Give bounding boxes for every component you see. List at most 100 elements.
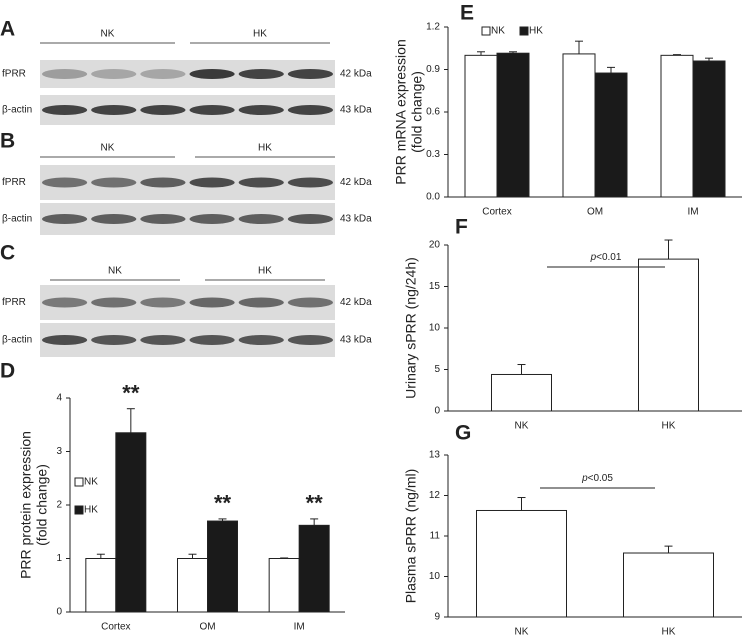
group-label: HK (253, 29, 267, 40)
x-tick-label: IM (294, 622, 305, 633)
error-bar (126, 408, 135, 433)
y-tick-label: 12 (429, 490, 441, 501)
y-tick-label: 0 (434, 406, 440, 417)
significance-value: <0.05 (588, 473, 614, 484)
blot-band (41, 69, 88, 79)
blot-band (238, 177, 284, 188)
y-tick-label: 20 (429, 240, 441, 251)
bar (638, 258, 699, 412)
y-axis-label: PRR protein expression (18, 431, 34, 579)
blot-band (189, 69, 235, 79)
blot-band (287, 297, 334, 308)
error-bar (280, 557, 289, 559)
error-bar (188, 553, 197, 559)
blot-band (41, 105, 88, 115)
error-bar (218, 518, 227, 522)
y-tick-label: 0.6 (426, 107, 440, 118)
blot-band (238, 69, 284, 79)
blot-band (140, 69, 186, 79)
y-tick-label: 2 (56, 500, 62, 511)
x-tick-label: OM (587, 207, 603, 218)
bar (692, 60, 726, 198)
x-tick-label: Cortex (482, 207, 511, 218)
size-label: 43 kDa (340, 214, 372, 225)
y-tick-label: 0 (56, 607, 62, 618)
row-label: β-actin (2, 214, 32, 225)
legend-label: NK (84, 477, 98, 488)
bar (207, 520, 238, 613)
blot-band (140, 177, 186, 188)
size-label: 42 kDa (340, 297, 372, 308)
y-axis-label: PRR mRNA expression (393, 39, 409, 185)
error-bar (477, 51, 485, 56)
blot-band (41, 214, 88, 224)
blot-background (40, 95, 335, 125)
significance-mark: ** (214, 491, 232, 516)
y-axis-label: (fold change) (34, 464, 50, 546)
group-label: HK (258, 143, 272, 154)
legend-label: HK (84, 505, 98, 516)
panel-letter: B (0, 130, 15, 153)
y-tick-label: 3 (56, 446, 62, 457)
size-label: 42 kDa (340, 69, 372, 80)
bar (177, 558, 208, 613)
panel-letter: C (0, 242, 15, 265)
error-bar (705, 57, 713, 61)
blot-band (287, 335, 334, 345)
panel-letter: G (455, 422, 471, 445)
y-tick-label: 0.0 (426, 192, 440, 203)
blot-band (189, 214, 235, 224)
group-label: NK (108, 266, 122, 277)
row-label: β-actin (2, 105, 32, 116)
x-tick-label: HK (662, 627, 676, 637)
significance-p: p (590, 252, 597, 263)
size-label: 42 kDa (340, 177, 372, 188)
size-label: 43 kDa (340, 335, 372, 346)
y-tick-label: 0.9 (426, 64, 440, 75)
y-tick-label: 1.2 (426, 22, 440, 33)
panel-letter: A (0, 18, 15, 41)
blot-band (238, 335, 284, 345)
bar (562, 53, 596, 198)
y-axis-label: (fold change) (409, 71, 425, 153)
significance-value: <0.01 (596, 252, 622, 263)
bar (491, 373, 552, 412)
x-tick-label: Cortex (101, 622, 130, 633)
legend-label: HK (529, 26, 543, 37)
blot-background (40, 323, 335, 357)
bar (623, 552, 714, 618)
blot-background (40, 165, 335, 200)
blot-band (287, 105, 334, 115)
significance-p: p (581, 473, 588, 484)
x-tick-label: NK (515, 421, 529, 432)
bar (476, 509, 567, 618)
x-tick-label: HK (662, 421, 676, 432)
blot-band (189, 177, 235, 188)
error-bar (575, 40, 583, 54)
y-axis-label: Urinary sPRR (ng/24h) (403, 257, 419, 399)
error-bar (664, 545, 673, 554)
legend-swatch (74, 505, 84, 515)
panel-letter: F (455, 216, 468, 239)
significance-mark: ** (306, 491, 324, 516)
blot-band (287, 69, 334, 79)
row-label: fPRR (2, 69, 26, 80)
y-tick-label: 4 (56, 393, 62, 404)
blot-background (40, 285, 335, 320)
significance-label: p<0.01 (590, 252, 622, 263)
group-label: HK (258, 266, 272, 277)
bar (268, 558, 300, 613)
y-tick-label: 9 (434, 612, 440, 623)
y-axis-label: Plasma sPRR (ng/ml) (403, 469, 419, 604)
blot-band (238, 214, 284, 224)
blot-band (140, 214, 186, 224)
blot-band (238, 297, 284, 308)
blot-background (40, 60, 335, 88)
error-bar (517, 497, 526, 511)
legend-swatch (519, 26, 529, 36)
size-label: 43 kDa (340, 105, 372, 116)
bar (464, 54, 498, 198)
blot-band (140, 335, 186, 345)
row-label: fPRR (2, 177, 26, 188)
